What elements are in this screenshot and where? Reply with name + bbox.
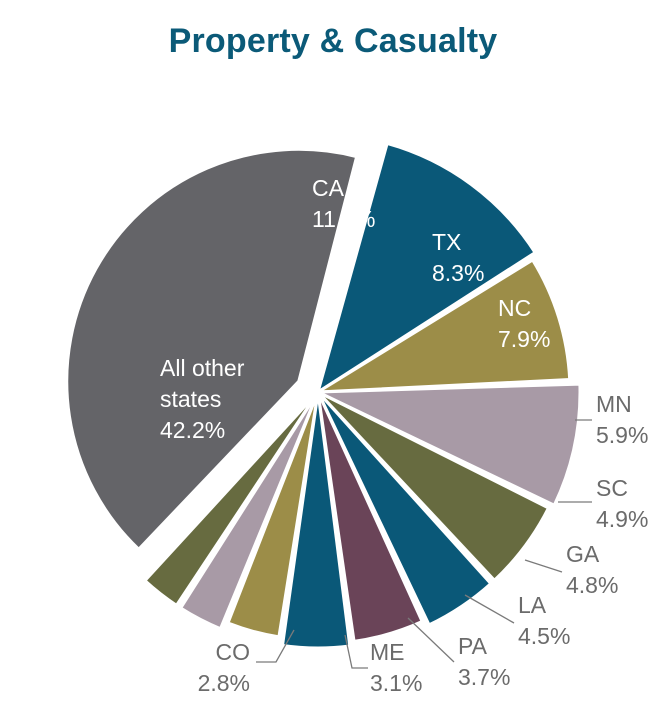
- slice-name-ga: GA: [566, 541, 600, 567]
- slice-value-ga: 4.8%: [566, 572, 618, 598]
- leader-line-ga: [524, 559, 563, 573]
- slice-label-pa: PA 3.7%: [458, 633, 510, 690]
- slice-label-co: CO 2.8%: [198, 639, 250, 696]
- slice-label-nc: NC 7.9%: [498, 295, 550, 352]
- pie-slice-nc: [316, 382, 582, 507]
- pie-slice-ca: [316, 141, 537, 394]
- slice-name-all-other-states: states: [160, 386, 221, 412]
- slice-name-tx: TX: [432, 229, 461, 255]
- slice-name-mn: MN: [596, 391, 632, 417]
- pie-slice-sc: [316, 390, 493, 627]
- slice-name-ca: CA: [312, 175, 345, 201]
- slice-label-la: LA 4.5%: [518, 592, 570, 649]
- slice-name-all-other-states: All other: [160, 355, 245, 381]
- slice-label-sc: SC 4.9%: [596, 475, 648, 532]
- slice-name-sc: SC: [596, 475, 628, 501]
- pie-slice-ga: [316, 390, 424, 643]
- pie-slice-pa: [226, 390, 320, 639]
- pie-slice-co: [143, 390, 320, 607]
- slice-value-ca: 11.9%: [312, 206, 376, 232]
- slice-label-tx: TX 8.3%: [432, 229, 484, 286]
- slice-value-me: 3.1%: [370, 670, 422, 696]
- pie-slice-la: [281, 390, 352, 650]
- slice-value-la: 4.5%: [518, 623, 570, 649]
- leader-line-pa: [407, 617, 455, 663]
- pie-slice-tx: [316, 258, 572, 394]
- slice-value-pa: 3.7%: [458, 664, 510, 690]
- slice-value-tx: 8.3%: [432, 260, 484, 286]
- slice-label-ga: GA 4.8%: [566, 541, 618, 598]
- slice-name-pa: PA: [458, 633, 488, 659]
- slice-label-all-other-states: All other states 42.2%: [160, 355, 245, 443]
- pie-slice-me: [179, 390, 320, 631]
- slice-label-mn: MN 5.9%: [596, 391, 648, 448]
- chart-title: Property & Casualty: [168, 22, 498, 60]
- slice-value-all-other-states: 42.2%: [160, 417, 225, 443]
- slice-name-la: LA: [518, 592, 547, 618]
- leader-line-la: [464, 594, 515, 624]
- leader-line-me: [344, 634, 368, 669]
- slice-label-me: ME 3.1%: [370, 639, 422, 696]
- slice-value-nc: 7.9%: [498, 326, 550, 352]
- slice-name-nc: NC: [498, 295, 531, 321]
- slice-value-sc: 4.9%: [596, 506, 648, 532]
- leader-line-co: [256, 629, 295, 663]
- slice-name-co: CO: [216, 639, 251, 665]
- pie-slice-mn: [316, 390, 550, 582]
- pie-slice-all-other-states: [65, 147, 359, 551]
- slice-value-co: 2.8%: [198, 670, 250, 696]
- slice-value-mn: 5.9%: [596, 422, 648, 448]
- slice-name-me: ME: [370, 639, 405, 665]
- slice-label-ca: CA 11.9%: [312, 175, 376, 232]
